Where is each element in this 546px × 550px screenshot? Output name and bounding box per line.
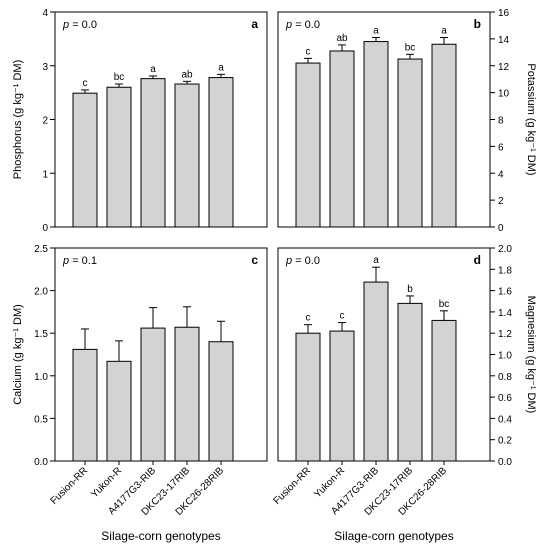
- bar: [295, 332, 321, 462]
- x-tick-label: Fusion-RR: [49, 465, 91, 507]
- significance-letter: c: [83, 78, 88, 89]
- y-tick-label: 0.0: [34, 457, 48, 468]
- significance-letter: b: [407, 284, 413, 295]
- significance-letter: bc: [114, 72, 125, 83]
- significance-letter: ab: [181, 69, 193, 80]
- p-value-label: p = 0.0: [62, 19, 97, 31]
- significance-letter: a: [441, 26, 447, 37]
- y-tick-label: 0: [42, 223, 48, 234]
- x-axis-title: Silage-corn genotypes: [101, 529, 220, 543]
- x-tick-label: Fusion-RR: [272, 465, 314, 507]
- y-tick-label: 0.6: [498, 393, 512, 404]
- panel-d: 0.0 0.2 0.4 0.6 0.8 1.0 1.2 1.4 1.6 1.8 2.0 Magnesi…: [272, 244, 537, 543]
- bar: [295, 62, 321, 228]
- bar: [72, 92, 98, 228]
- panel-a: 0 1 2 3 4 Phosphorus (g kg⁻¹ DM) p = 0.0 a c bc a a…: [12, 8, 268, 234]
- y-axis-label: Phosphorus (g kg⁻¹ DM): [12, 60, 24, 180]
- bar: [106, 86, 132, 228]
- y-tick-label: 0: [498, 223, 504, 234]
- y-tick-label: 16: [498, 8, 510, 19]
- bar: [140, 327, 166, 462]
- p-value-label: p = 0.0: [285, 19, 320, 31]
- y-tick-label: 2: [498, 196, 504, 207]
- y-tick-label: 0.2: [498, 436, 512, 447]
- bar: [72, 348, 98, 462]
- panel-letter: b: [474, 17, 481, 31]
- y-tick-label: 0.0: [498, 457, 512, 468]
- panel-letter: d: [474, 253, 481, 267]
- y-tick-label: 3: [42, 62, 48, 73]
- significance-letter: ab: [336, 33, 348, 44]
- bar: [397, 302, 423, 462]
- x-tick-label: Yukon-R: [89, 465, 124, 500]
- y-tick-label: 1.6: [498, 287, 512, 298]
- y-tick-label: 0.4: [498, 414, 512, 425]
- significance-letter: a: [373, 255, 379, 266]
- y-tick-label: 1.8: [498, 265, 512, 276]
- y-tick-label: 2: [42, 116, 48, 127]
- y-tick-label: 2.5: [34, 244, 48, 255]
- y-tick-label: 14: [498, 35, 510, 46]
- y-tick-label: 1.2: [498, 329, 512, 340]
- bar: [397, 58, 423, 228]
- y-tick-label: 0.5: [34, 414, 48, 425]
- bar: [174, 326, 200, 462]
- bar: [208, 77, 234, 228]
- bar: [174, 83, 200, 228]
- x-axis-title: Silage-corn genotypes: [334, 529, 453, 543]
- significance-letter: a: [150, 64, 156, 75]
- bar: [329, 50, 355, 228]
- significance-letter: a: [218, 62, 224, 73]
- panel-c: 0.0 0.5 1.0 1.5 2.0 2.5 Calcium (g kg⁻¹ DM) p =…: [12, 244, 268, 543]
- significance-letter: c: [306, 46, 311, 57]
- y-tick-label: 1.4: [498, 308, 512, 319]
- y-tick-label: 1: [42, 169, 48, 180]
- y-tick-label: 6: [498, 142, 504, 153]
- y-tick-label: 1.0: [498, 351, 512, 362]
- significance-letter: a: [373, 26, 379, 37]
- significance-letter: c: [340, 311, 345, 322]
- p-value-label: p = 0.1: [62, 255, 97, 267]
- y-tick-label: 2.0: [498, 244, 512, 255]
- y-axis-label: Calcium (g kg⁻¹ DM): [12, 304, 24, 405]
- y-axis-label: Magnesium (g kg⁻¹ DM): [525, 296, 537, 414]
- y-axis-label: Potassium (g kg⁻¹ DM): [525, 63, 537, 175]
- significance-letter: bc: [405, 42, 416, 53]
- panel-letter: c: [251, 253, 258, 267]
- panel-b: 0 2 4 6 8 10 12 14 16 Potassium (g kg⁻¹ DM) p = 0.…: [277, 8, 537, 234]
- y-tick-label: 4: [42, 8, 48, 19]
- bar: [431, 319, 457, 462]
- bar: [106, 360, 132, 462]
- bar: [140, 78, 166, 228]
- bar: [208, 341, 234, 462]
- y-tick-label: 8: [498, 116, 504, 127]
- y-tick-label: 0.8: [498, 372, 512, 383]
- y-tick-label: 2.0: [34, 287, 48, 298]
- significance-letter: bc: [439, 299, 450, 310]
- panel-letter: a: [251, 17, 258, 31]
- y-tick-label: 1.0: [34, 372, 48, 383]
- y-tick-label: 12: [498, 62, 510, 73]
- bar: [329, 330, 355, 462]
- significance-letter: c: [306, 313, 311, 324]
- x-tick-label: Yukon-R: [312, 465, 347, 500]
- bar: [363, 281, 389, 462]
- y-tick-label: 1.5: [34, 329, 48, 340]
- p-value-label: p = 0.0: [285, 255, 320, 267]
- y-tick-label: 4: [498, 169, 504, 180]
- bar: [431, 43, 457, 228]
- bar: [363, 41, 389, 228]
- y-tick-label: 10: [498, 89, 510, 100]
